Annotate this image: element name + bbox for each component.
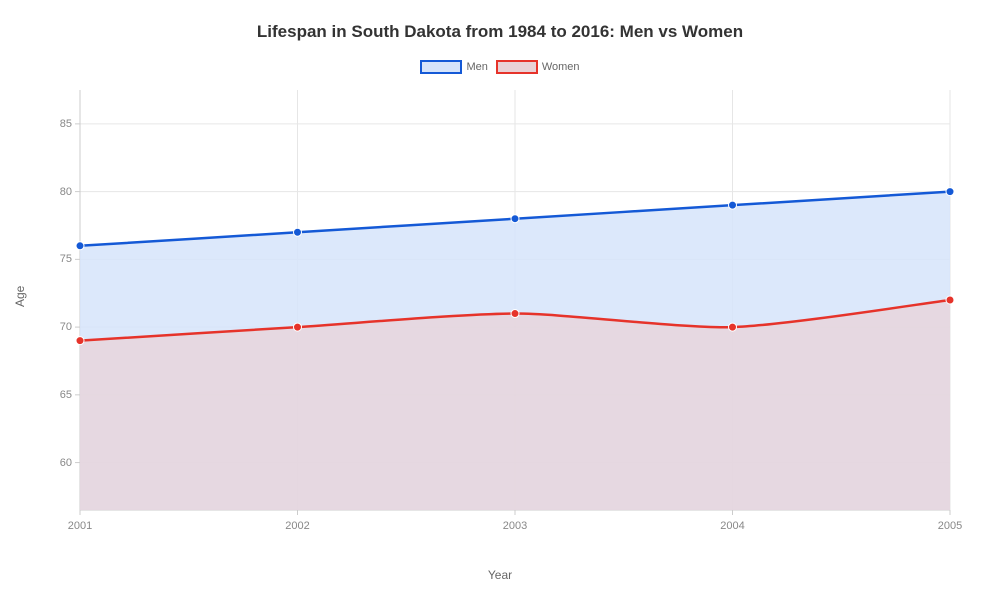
plot-area — [80, 90, 950, 510]
y-tick-label: 65 — [60, 389, 72, 401]
y-axis-label: Age — [13, 286, 27, 307]
y-tick-label: 70 — [60, 321, 72, 333]
legend-label-men: Men — [466, 61, 487, 73]
data-point — [511, 215, 519, 223]
x-tick-label: 2004 — [720, 520, 744, 532]
data-point — [76, 242, 84, 250]
x-tick-label: 2003 — [503, 520, 527, 532]
legend-label-women: Women — [542, 61, 580, 73]
x-axis-label: Year — [0, 568, 1000, 582]
data-point — [729, 323, 737, 331]
legend-swatch-women — [496, 60, 538, 74]
data-point — [729, 201, 737, 209]
chart-container: Lifespan in South Dakota from 1984 to 20… — [0, 0, 1000, 600]
y-tick-label: 75 — [60, 253, 72, 265]
chart-title: Lifespan in South Dakota from 1984 to 20… — [0, 22, 1000, 42]
x-tick-label: 2002 — [285, 520, 309, 532]
chart-svg — [80, 90, 950, 510]
legend-item-men: Men — [420, 60, 487, 74]
data-point — [946, 296, 954, 304]
data-point — [946, 188, 954, 196]
x-tick-label: 2001 — [68, 520, 92, 532]
data-point — [511, 310, 519, 318]
legend-item-women: Women — [496, 60, 580, 74]
data-point — [76, 337, 84, 345]
legend: Men Women — [0, 60, 1000, 74]
x-tick-label: 2005 — [938, 520, 962, 532]
data-point — [294, 323, 302, 331]
y-tick-label: 60 — [60, 457, 72, 469]
legend-swatch-men — [420, 60, 462, 74]
y-tick-label: 85 — [60, 118, 72, 130]
y-tick-label: 80 — [60, 186, 72, 198]
data-point — [294, 228, 302, 236]
